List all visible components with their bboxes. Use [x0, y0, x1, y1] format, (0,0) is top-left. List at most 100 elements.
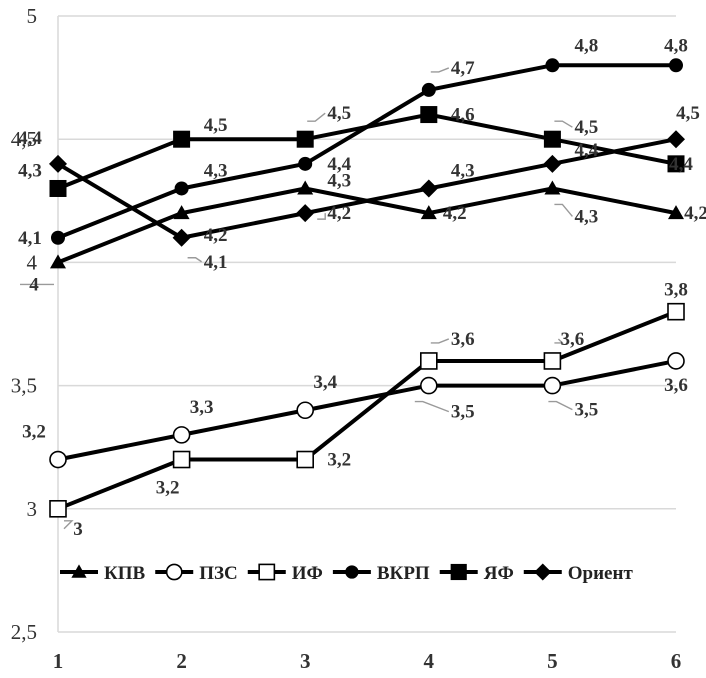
series-1-data-label: 4 [29, 274, 39, 295]
series-2-point [49, 450, 67, 469]
legend-item-5-marker [450, 563, 467, 581]
series-3-data-label: 3,6 [451, 329, 475, 350]
y-tick-label: 4 [27, 250, 38, 274]
series-4-data-label: 4,3 [204, 160, 228, 181]
series-1-point [544, 180, 561, 195]
series-4-data-label: 4,4 [327, 154, 351, 175]
series-6-line [56, 137, 677, 240]
series-4-point [174, 181, 189, 196]
legend-item-1-marker [71, 564, 87, 578]
data-label-leader [414, 400, 450, 413]
series-4-data-label: 4,8 [664, 35, 688, 56]
series-group [49, 58, 685, 518]
legend-item-4-label: ВКРП [377, 563, 430, 584]
y-tick-label: 2,5 [11, 620, 37, 644]
series-4-data-label: 4,7 [451, 58, 475, 79]
series-6-data-label: 4,3 [451, 160, 475, 181]
series-5-point [667, 155, 685, 173]
series-6-point [419, 179, 438, 198]
data-label-leader [554, 338, 565, 344]
series-5-line [57, 112, 677, 191]
series-2-data-label: 3,4 [313, 372, 337, 393]
legend-item-6-label: Ориент [568, 563, 634, 584]
series-4-point [298, 156, 313, 171]
series-2-point [296, 401, 315, 420]
data-labels: 4 4,2 4,3 4,2 4,3 4,2 3,2 3,3 3,4 3,5 3,5 3,6 3 3,2 3,… [18, 35, 706, 540]
series-1-point [420, 205, 437, 220]
series-4-data-label: 4,1 [18, 228, 42, 249]
series-1-data-label: 4,3 [327, 170, 351, 191]
series-2-point [172, 426, 191, 444]
series-3-data-label: 3,2 [327, 450, 351, 471]
series-5-data-label: 4,6 [451, 105, 475, 126]
series-2-data-label: 3,5 [451, 402, 475, 423]
series-2-point [419, 376, 438, 395]
series-5-point [543, 130, 561, 148]
series-5-data-label: 4,5 [327, 103, 351, 124]
series-6-point [296, 204, 315, 223]
series-2-data-label: 3,2 [22, 422, 46, 443]
series-5-data-label: 4,4 [669, 154, 693, 175]
series-5-point [49, 179, 67, 197]
series-1-data-label: 4,2 [443, 203, 467, 224]
series-5-data-label: 4,5 [575, 117, 599, 138]
legend-item-6-marker [534, 563, 552, 581]
series-6-point [543, 154, 562, 173]
series-6-data-label: 4,4 [575, 140, 599, 161]
series-6-data-label: 4,5 [676, 103, 700, 124]
data-label-leader [187, 257, 202, 263]
series-2-point [543, 376, 562, 395]
series-3-point [296, 450, 315, 469]
series-3-point [49, 499, 67, 518]
data-label-leader [430, 338, 450, 344]
legend-item-2-marker [165, 563, 183, 581]
x-tick-label: 1 [53, 649, 64, 673]
series-3-point [172, 450, 191, 469]
legend-item-4-marker [345, 565, 359, 579]
x-axis: 1 2 3 4 5 6 [53, 649, 682, 673]
series-6-point [49, 154, 67, 173]
series-3-point [419, 352, 438, 370]
series-3-data-label: 3 [73, 519, 83, 540]
gridlines [57, 15, 676, 633]
series-2-data-label: 3,3 [190, 397, 214, 418]
data-label-leaders [20, 67, 573, 530]
y-tick-label: 3,5 [11, 374, 37, 398]
series-3-point [667, 302, 685, 321]
legend-item-3-label: ИФ [292, 563, 323, 584]
x-tick-label: 3 [300, 649, 311, 673]
data-label-leader [554, 203, 573, 217]
data-label-leader [63, 520, 74, 530]
x-tick-label: 6 [671, 649, 682, 673]
series-6-point [172, 228, 191, 247]
series-2-data-label: 3,5 [575, 400, 599, 421]
series-3-point [543, 352, 562, 370]
series-1-data-label: 4,2 [204, 225, 228, 246]
series-3-line [57, 309, 677, 511]
series-6-data-label: 4,4 [18, 128, 42, 149]
y-tick-label: 3 [27, 497, 38, 521]
x-tick-label: 5 [547, 649, 558, 673]
series-5-data-label: 4,5 [204, 115, 228, 136]
legend-item-5-label: ЯФ [484, 563, 514, 584]
y-tick-label: 5 [27, 4, 38, 28]
series-3-data-label: 3,2 [156, 478, 180, 499]
series-6-data-label: 4,1 [204, 252, 228, 273]
legend-item-2-label: ПЗС [199, 563, 238, 584]
series-1-data-label: 4,3 [575, 206, 599, 227]
series-3-data-label: 3,8 [664, 280, 688, 301]
series-4-point [51, 230, 65, 245]
series-2-point [667, 352, 685, 370]
series-4-data-label: 4,8 [575, 35, 599, 56]
series-2-line [57, 358, 677, 462]
series-6-data-label: 4,2 [327, 203, 351, 224]
data-label-leader [307, 112, 326, 122]
series-1-point [173, 205, 190, 220]
series-4-point [545, 58, 560, 73]
data-label-leader [317, 213, 326, 220]
series-5-data-label: 4,3 [18, 160, 42, 181]
series-1-point [668, 205, 684, 220]
series-1-point [50, 254, 66, 269]
series-1-data-label: 4,2 [684, 203, 706, 224]
